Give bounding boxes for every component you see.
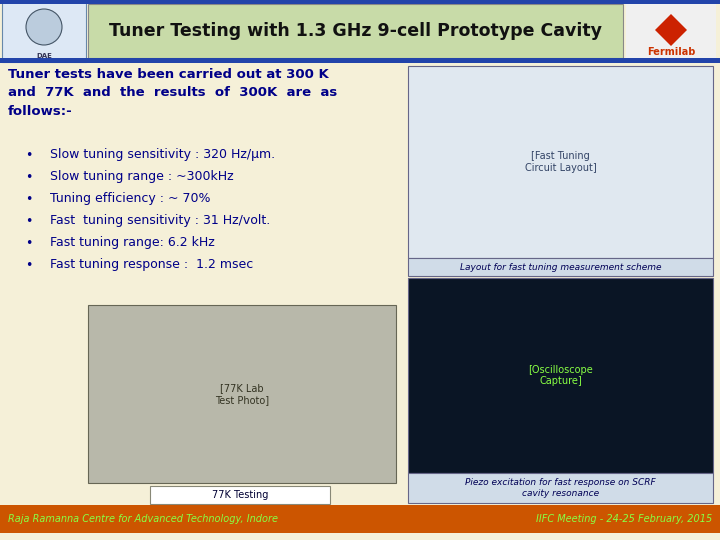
Text: Slow tuning range : ~300kHz: Slow tuning range : ~300kHz	[50, 170, 233, 183]
Circle shape	[26, 9, 62, 45]
Text: •: •	[25, 237, 32, 250]
Text: Tuner Testing with 1.3 GHz 9-cell Prototype Cavity: Tuner Testing with 1.3 GHz 9-cell Protot…	[109, 22, 602, 40]
Text: DAE: DAE	[36, 53, 52, 59]
Text: Fast tuning range: 6.2 kHz: Fast tuning range: 6.2 kHz	[50, 236, 215, 249]
Bar	[88, 305, 396, 483]
Text: •: •	[25, 149, 32, 162]
Bar	[88, 4, 623, 58]
Bar	[408, 278, 713, 473]
Bar	[408, 66, 713, 258]
Text: Fermilab: Fermilab	[647, 47, 696, 57]
Bar	[626, 2, 716, 62]
Text: Tuning efficiency : ~ 70%: Tuning efficiency : ~ 70%	[50, 192, 210, 205]
Text: [Fast Tuning
Circuit Layout]: [Fast Tuning Circuit Layout]	[525, 151, 596, 173]
Text: •: •	[25, 215, 32, 228]
Text: Slow tuning sensitivity : 320 Hz/μm.: Slow tuning sensitivity : 320 Hz/μm.	[50, 148, 275, 161]
Text: IIFC Meeting - 24-25 February, 2015: IIFC Meeting - 24-25 February, 2015	[536, 514, 712, 524]
Text: •: •	[25, 193, 32, 206]
Bar	[2, 2, 86, 62]
Text: [Oscilloscope
Capture]: [Oscilloscope Capture]	[528, 364, 593, 386]
Text: Fast tuning response :  1.2 msec: Fast tuning response : 1.2 msec	[50, 258, 253, 271]
Bar	[408, 258, 713, 276]
Text: 77K Testing: 77K Testing	[212, 490, 268, 500]
Text: Tuner tests have been carried out at 300 K
and  77K  and  the  results  of  300K: Tuner tests have been carried out at 300…	[8, 68, 337, 118]
Text: •: •	[25, 171, 32, 184]
Text: Piezo excitation for fast response on SCRF
cavity resonance: Piezo excitation for fast response on SC…	[465, 478, 656, 498]
Bar	[0, 0, 720, 4]
Text: [77K Lab
Test Photo]: [77K Lab Test Photo]	[215, 383, 269, 405]
Bar	[150, 486, 330, 504]
Text: •: •	[25, 259, 32, 272]
Text: Layout for fast tuning measurement scheme: Layout for fast tuning measurement schem…	[460, 262, 661, 272]
Bar	[408, 473, 713, 503]
Bar	[0, 58, 720, 63]
Bar	[0, 505, 720, 533]
Text: Raja Ramanna Centre for Advanced Technology, Indore: Raja Ramanna Centre for Advanced Technol…	[8, 514, 278, 524]
Text: Fast  tuning sensitivity : 31 Hz/volt.: Fast tuning sensitivity : 31 Hz/volt.	[50, 214, 270, 227]
